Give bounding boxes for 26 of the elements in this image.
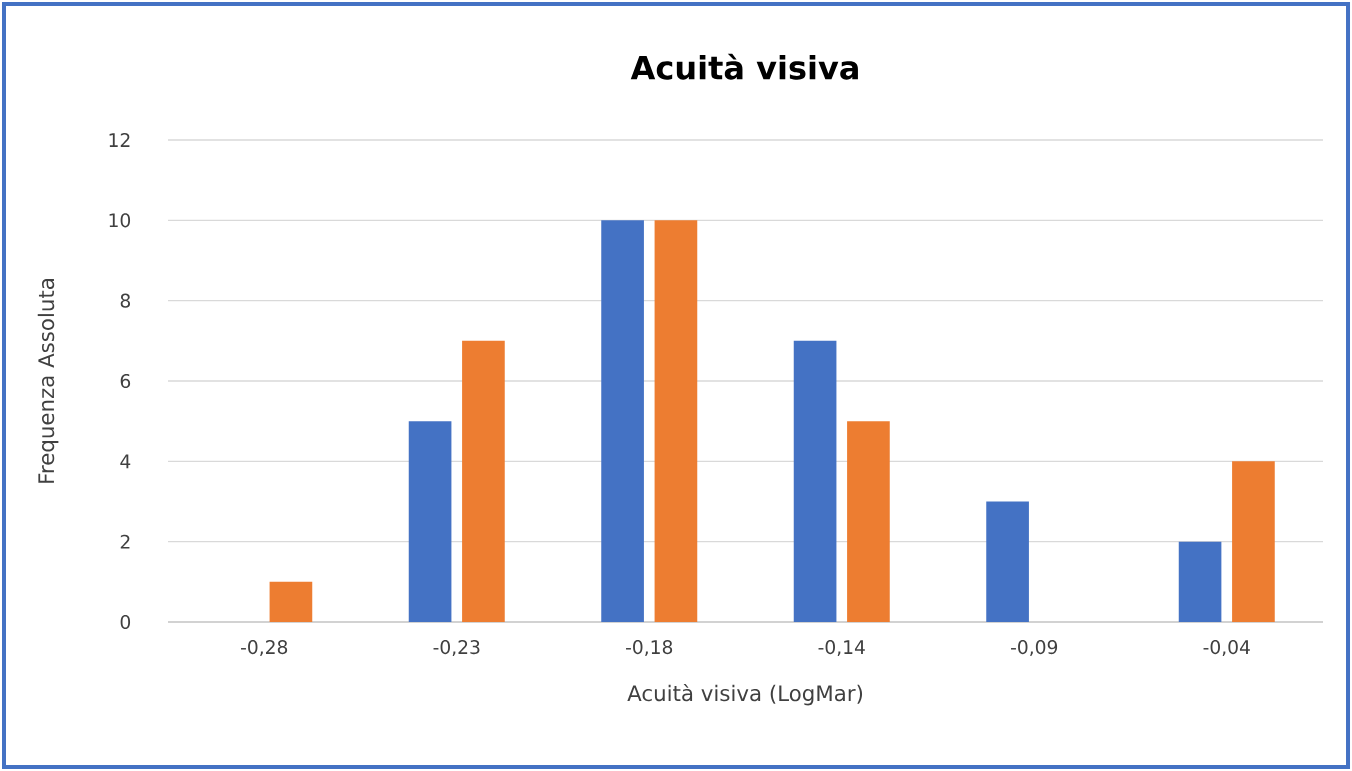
bar: [1178, 541, 1222, 622]
x-tick-label: -0,14: [818, 640, 865, 657]
bar: [269, 581, 313, 622]
y-tick-label: 2: [120, 534, 130, 549]
x-tick-label: -0,09: [1011, 640, 1058, 657]
bar: [654, 220, 698, 622]
bar: [462, 340, 505, 622]
bar: [793, 340, 837, 622]
x-tick-label: -0,04: [1203, 640, 1250, 657]
x-tick-label: -0,28: [241, 640, 288, 657]
bar: [1232, 461, 1275, 622]
bar: [847, 421, 890, 622]
y-tick-label: 4: [120, 454, 131, 469]
bar: [408, 421, 452, 622]
y-tick-label: 8: [120, 293, 131, 308]
x-axis-title: Acuità visiva (LogMar): [627, 683, 863, 706]
x-tick-label: -0,18: [626, 640, 673, 657]
y-tick-label: 0: [120, 614, 131, 630]
bar: [986, 501, 1029, 622]
y-axis-title: Frequenza Assoluta: [37, 279, 59, 483]
y-tick-label: 10: [109, 213, 131, 228]
x-tick-label: -0,23: [433, 640, 480, 657]
y-tick-label: 6: [120, 373, 131, 389]
bar: [601, 220, 644, 622]
chart-title: Acuità visiva: [630, 53, 858, 80]
y-tick-label: 12: [109, 133, 130, 147]
